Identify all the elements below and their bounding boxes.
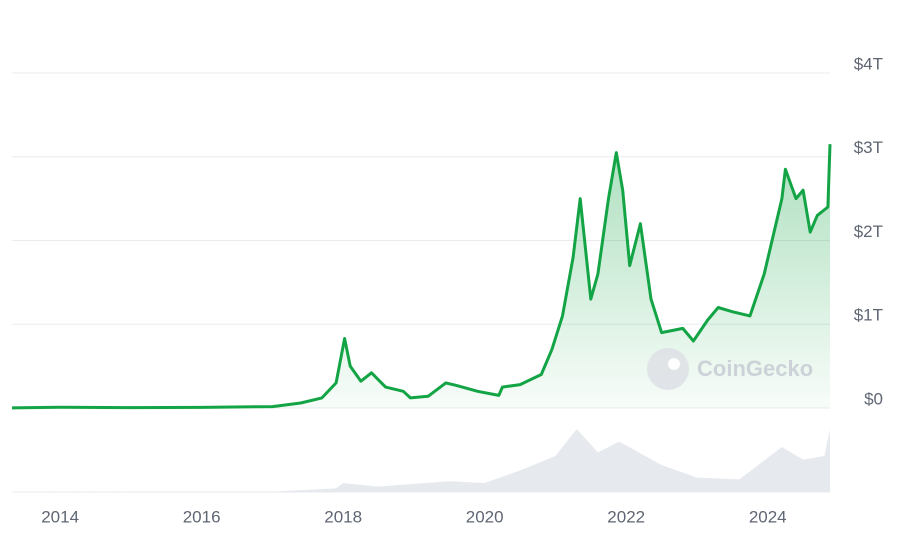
watermark-text: CoinGecko	[697, 356, 813, 381]
line	[11, 144, 832, 410]
watermark-icon-eye	[668, 358, 680, 370]
x-tick-label: 2016	[183, 507, 221, 526]
y-tick-label: $2T	[854, 222, 883, 241]
y-tick-label: $3T	[854, 138, 883, 157]
y-tick-label: $4T	[854, 54, 883, 73]
y-tick-label: $0	[864, 389, 883, 408]
area	[12, 144, 830, 408]
x-tick-label: 2024	[749, 507, 787, 526]
watermark: CoinGecko	[647, 348, 813, 390]
x-tick-label: 2014	[41, 507, 79, 526]
watermark-icon	[647, 348, 689, 390]
x-tick-label: 2022	[607, 507, 645, 526]
y-tick-label: $1T	[854, 306, 883, 325]
volume-area	[12, 429, 830, 492]
x-tick-label: 2020	[466, 507, 504, 526]
x-tick-label: 2018	[324, 507, 362, 526]
